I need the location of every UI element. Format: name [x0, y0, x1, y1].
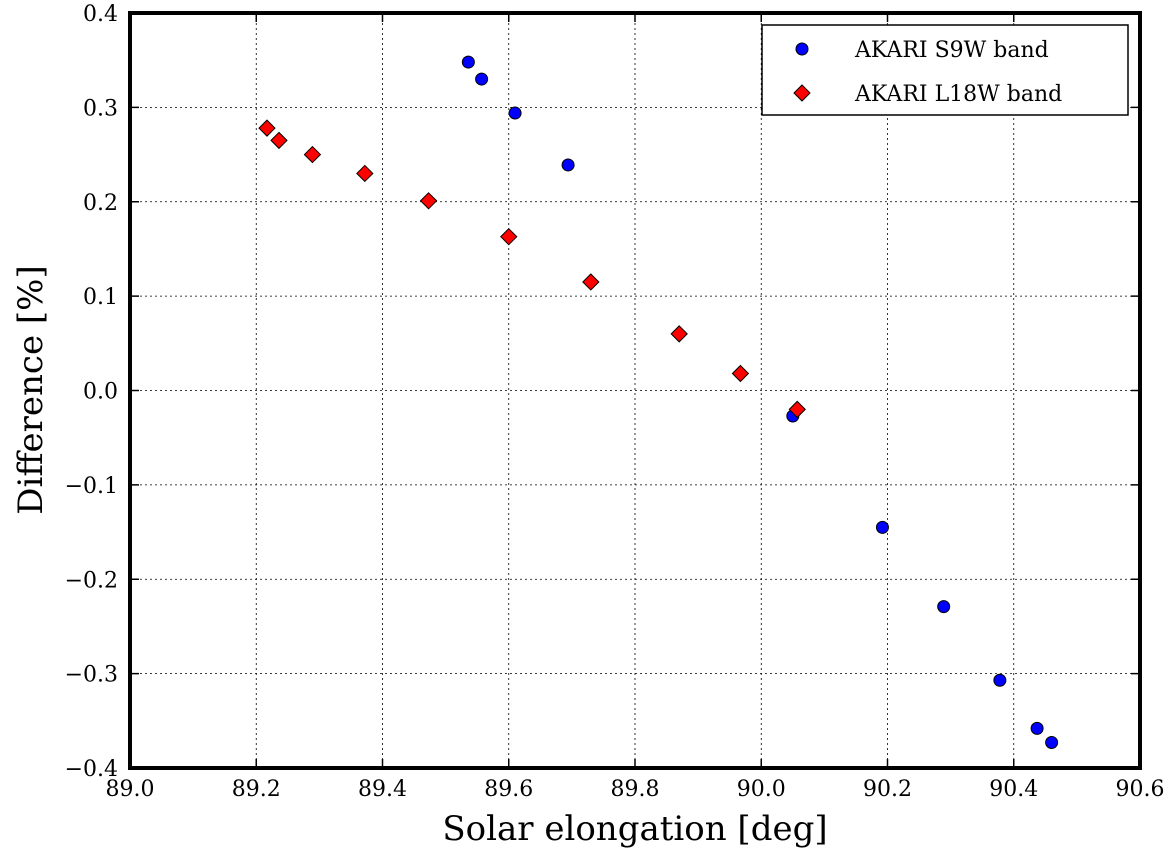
data-points: [258, 55, 1059, 750]
diamond-point: [258, 119, 276, 137]
legend-diamond-icon: [793, 84, 811, 102]
x-tick-label: 89.0: [106, 777, 155, 802]
circle-point: [1030, 721, 1044, 735]
legend: AKARI S9W band AKARI L18W band: [761, 24, 1129, 116]
diamond-point: [270, 131, 288, 150]
x-tick-label: 89.6: [484, 777, 533, 802]
diamond-point: [356, 164, 374, 183]
x-axis-label: Solar elongation [deg]: [442, 809, 827, 849]
y-tick-label: 0.1: [83, 285, 118, 310]
x-tick-label: 90.6: [1116, 777, 1165, 802]
y-axis-label: Difference [%]: [11, 265, 51, 515]
circle-point: [875, 520, 889, 534]
series-0: [461, 55, 1059, 750]
circle-point: [993, 673, 1007, 687]
grid: [130, 13, 1140, 768]
diamond-point: [500, 227, 518, 246]
circle-point: [937, 600, 951, 614]
x-tick-label: 89.2: [232, 777, 281, 802]
diamond-point: [582, 273, 600, 291]
legend-label-s9w: AKARI S9W band: [854, 38, 1049, 63]
circle-point: [461, 55, 475, 69]
x-tick-label: 89.8: [611, 777, 660, 802]
y-tick-label: −0.3: [65, 663, 118, 688]
axis-ticks: [129, 12, 1141, 769]
diamond-point: [419, 192, 438, 210]
diamond-point: [788, 400, 806, 419]
legend-box: [761, 24, 1129, 116]
x-tick-label: 90.2: [863, 777, 912, 802]
x-tick-label: 90.0: [737, 777, 786, 802]
diamond-point: [731, 364, 750, 383]
y-tick-label: 0.4: [83, 2, 118, 27]
circle-point: [561, 158, 575, 172]
circle-point: [475, 72, 489, 86]
y-tick-label: −0.1: [65, 474, 118, 499]
y-tick-label: 0.3: [83, 96, 118, 121]
y-tick-label: −0.2: [65, 568, 118, 593]
legend-marker-s9w: [795, 42, 809, 56]
diamond-point: [670, 325, 688, 343]
circle-point: [1045, 736, 1059, 750]
legend-label-l18w: AKARI L18W band: [854, 82, 1062, 107]
series-1: [258, 119, 806, 419]
y-tick-label: 0.0: [83, 380, 118, 405]
x-tick-label: 90.4: [989, 777, 1038, 802]
x-tick-label: 89.4: [358, 777, 407, 802]
y-tick-label: −0.4: [65, 757, 118, 782]
legend-circle-icon: [795, 42, 809, 56]
y-tick-label: 0.2: [83, 191, 118, 216]
legend-marker-l18w: [793, 84, 811, 102]
diamond-point: [303, 145, 322, 164]
circle-point: [508, 106, 522, 120]
tick-labels: 89.0 89.2 89.4 89.6 89.8 90.0 90.2 90.4 90.6 −0.4…: [65, 2, 1165, 802]
